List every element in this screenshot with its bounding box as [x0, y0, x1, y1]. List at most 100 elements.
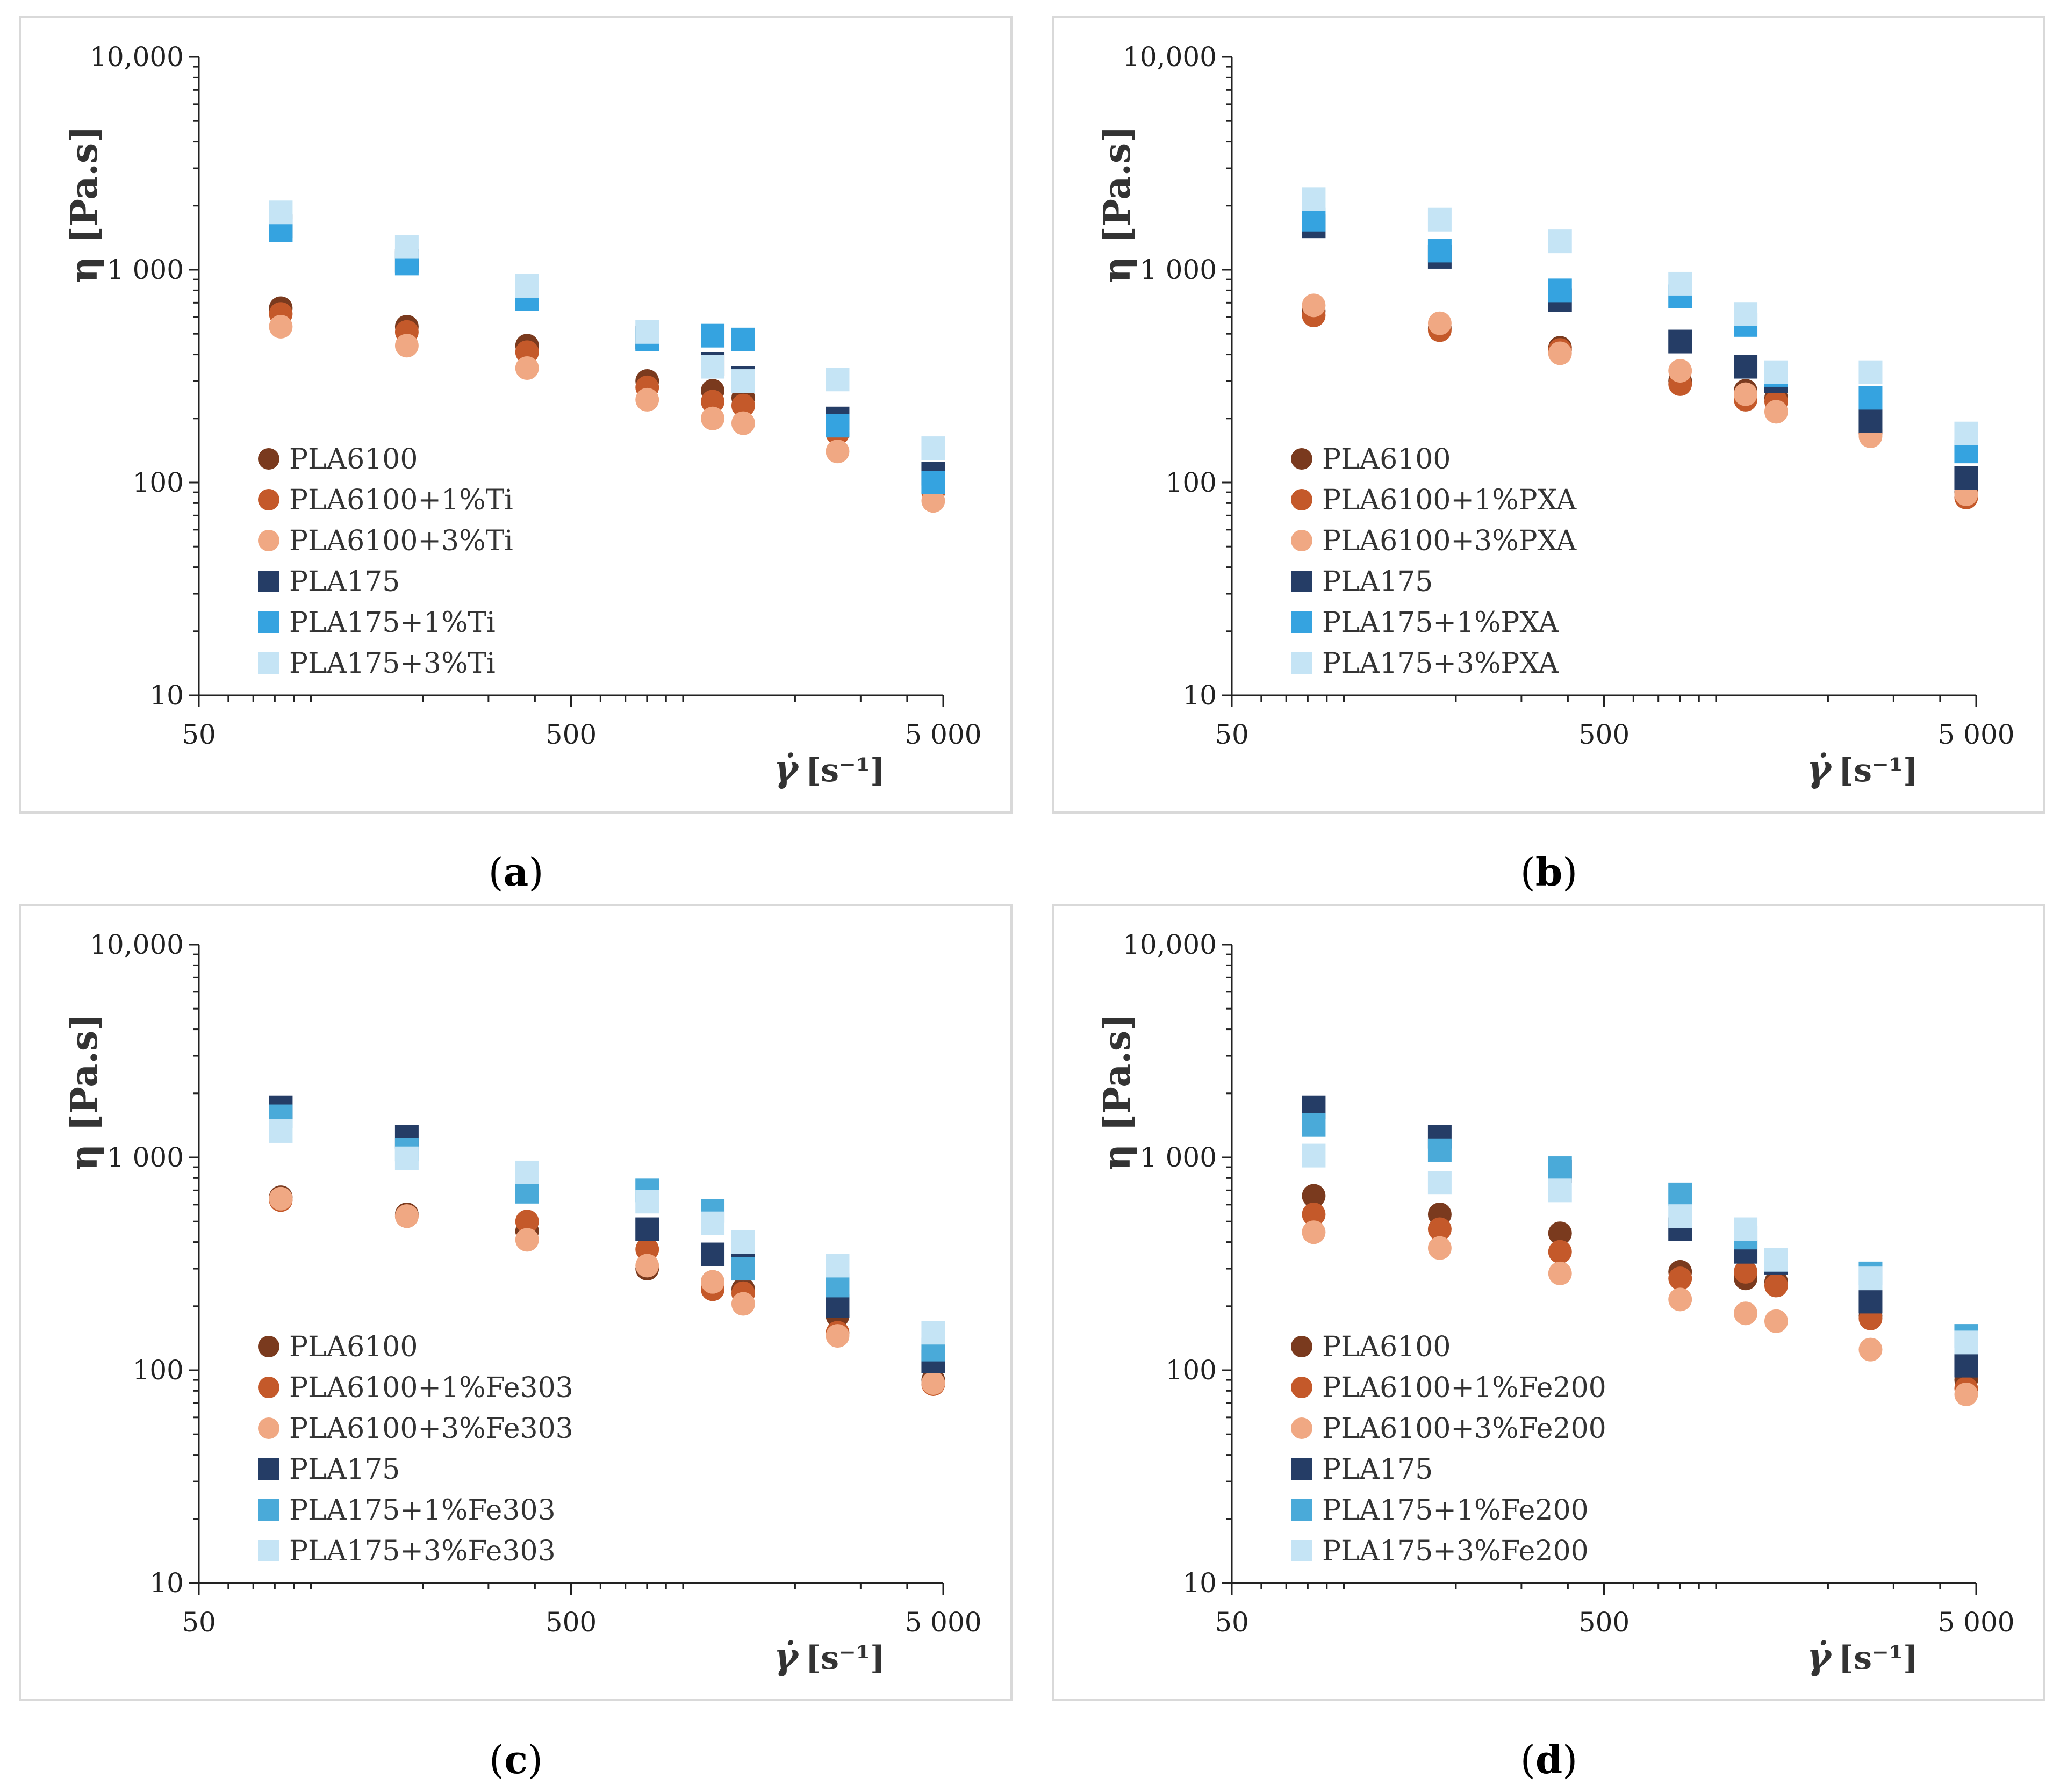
y-tick-label: 1 000 — [107, 1142, 184, 1173]
legend-label: PLA6100 — [289, 1331, 418, 1363]
chart-panel-b: 10 100 1 000 10,000 50 500 5 000 η [Pa.s] γ̇ [s⁻¹… — [1052, 16, 2045, 814]
data-point-PLA175+3%Fe303 — [701, 1211, 725, 1235]
legend-marker — [1291, 530, 1312, 551]
data-point-PLA6100+3%Fe200 — [1954, 1382, 1978, 1406]
y-axis-label: η [Pa.s] — [63, 126, 106, 283]
data-point-PLA6100+3%PXA — [1427, 311, 1452, 335]
data-point-PLA6100+3%Ti — [921, 489, 945, 513]
data-point-PLA6100+3%Fe303 — [921, 1371, 945, 1395]
chart-svg-b: 10 100 1 000 10,000 50 500 5 000 η [Pa.s] γ̇ [s⁻¹… — [1096, 41, 2015, 790]
data-point-PLA175+3%Fe200 — [1764, 1248, 1788, 1272]
x-tick-label: 500 — [1578, 1607, 1630, 1638]
legend-label: PLA6100+3%Fe200 — [1322, 1413, 1606, 1445]
legend-marker — [1291, 1336, 1312, 1357]
data-point-PLA175+3%PXA — [1548, 229, 1572, 254]
legend-marker — [1291, 1540, 1312, 1561]
y-axis-label: η [Pa.s] — [1096, 126, 1139, 283]
legend-label: PLA6100 — [1322, 1331, 1451, 1363]
data-point-PLA175+3%Fe303 — [731, 1230, 755, 1254]
data-point-PLA6100+1%Fe303 — [635, 1237, 659, 1261]
legend-marker — [1291, 489, 1312, 510]
chart-svg-d: 10 100 1 000 10,000 50 500 5 000 η [Pa.s] γ̇ [s⁻¹… — [1096, 929, 2015, 1678]
legend-marker — [258, 1377, 279, 1398]
data-point-PLA175+3%PXA — [1764, 360, 1788, 384]
legend-marker — [1291, 1499, 1312, 1521]
data-point-PLA6100+3%PXA — [1548, 341, 1572, 365]
data-point-PLA175+3%Ti — [701, 355, 725, 379]
legend-label: PLA6100 — [1322, 443, 1451, 476]
data-point-PLA175 — [1858, 409, 1883, 433]
chart-panel-a: 10 100 1 000 10,000 50 500 5 000 η [Pa.s] γ̇ [s⁻¹… — [19, 16, 1013, 814]
data-point-PLA6100+3%Ti — [269, 314, 293, 339]
data-point-PLA6100+3%PXA — [1734, 382, 1758, 406]
data-point-PLA6100+1%Ti — [701, 390, 725, 414]
data-point-PLA6100+1%Fe200 — [1668, 1266, 1692, 1291]
data-point-PLA6100+3%Fe303 — [635, 1254, 659, 1278]
x-axis-label: γ̇ [s⁻¹] — [1807, 747, 1918, 790]
data-point-PLA6100+3%Fe303 — [731, 1292, 755, 1316]
legend-marker — [1291, 611, 1312, 633]
legend-label: PLA175+1%Ti — [289, 607, 496, 639]
data-point-PLA6100+1%Fe303 — [515, 1210, 539, 1234]
legend-label: PLA175+3%Fe200 — [1322, 1535, 1589, 1567]
data-point-PLA175+3%PXA — [1302, 187, 1326, 211]
chart-panel-d: 10 100 1 000 10,000 50 500 5 000 η [Pa.s] γ̇ [s⁻¹… — [1052, 904, 2045, 1701]
data-point-PLA175+1%Ti — [921, 471, 945, 494]
data-point-PLA175+3%Fe303 — [921, 1321, 945, 1345]
data-point-PLA6100+3%Ti — [826, 440, 850, 464]
data-point-PLA6100+3%Fe200 — [1427, 1236, 1452, 1260]
x-axis-unit: [s⁻¹] — [1839, 752, 1919, 789]
data-point-PLA175+3%Ti — [731, 369, 755, 393]
x-axis-symbol: γ̇ — [774, 747, 800, 790]
data-point-PLA6100+1%Fe200 — [1764, 1273, 1788, 1298]
x-axis-label: γ̇ [s⁻¹] — [1807, 1635, 1918, 1678]
x-tick-label: 500 — [545, 1607, 597, 1638]
data-point-PLA6100+3%Fe200 — [1858, 1337, 1883, 1362]
data-point-PLA6100+3%Fe200 — [1302, 1220, 1326, 1244]
data-point-PLA175+3%Ti — [826, 368, 850, 392]
x-tick-label: 50 — [1215, 719, 1249, 750]
data-point-PLA6100+3%Ti — [731, 411, 755, 435]
legend-label: PLA175 — [289, 1453, 400, 1486]
legend-label: PLA6100+3%PXA — [1322, 525, 1577, 557]
y-tick-label: 10 — [149, 1567, 184, 1599]
data-point-PLA175+1%Fe200 — [1668, 1182, 1692, 1206]
chart-panel-c: 10 100 1 000 10,000 50 500 5 000 η [Pa.s] γ̇ [s⁻¹… — [19, 904, 1013, 1701]
data-point-PLA6100+1%Fe200 — [1548, 1240, 1572, 1264]
legend-label: PLA175+3%Fe303 — [289, 1535, 556, 1567]
legend-marker — [258, 1540, 279, 1561]
legend-label: PLA6100+1%Fe200 — [1322, 1372, 1606, 1404]
y-tick-label: 100 — [133, 1355, 184, 1386]
x-axis-unit: [s⁻¹] — [1839, 1639, 1919, 1677]
data-point-PLA175+3%Fe303 — [826, 1254, 850, 1278]
data-point-PLA175+3%PXA — [1427, 207, 1452, 232]
data-point-PLA175+1%Ti — [731, 327, 755, 351]
data-point-PLA175 — [635, 1217, 659, 1241]
data-point-PLA6100+3%Fe200 — [1734, 1301, 1758, 1326]
data-point-PLA175+1%Ti — [826, 414, 850, 438]
data-point-PLA6100+1%Ti — [731, 393, 755, 418]
y-tick-label: 10,000 — [1123, 41, 1217, 73]
x-tick-label: 50 — [182, 1607, 216, 1638]
data-point-PLA175+3%Ti — [269, 200, 293, 225]
legend-label: PLA6100+1%Fe303 — [289, 1372, 573, 1404]
data-point-PLA175 — [701, 1242, 725, 1266]
data-point-PLA6100+3%Ti — [701, 406, 725, 430]
data-point-PLA6100+1%Fe200 — [1302, 1202, 1326, 1226]
data-point-PLA175+3%Fe200 — [1734, 1217, 1758, 1241]
y-tick-label: 10 — [1182, 680, 1217, 711]
data-point-PLA6100+3%Ti — [635, 387, 659, 412]
data-point-PLA6100+3%Fe200 — [1548, 1261, 1572, 1285]
data-point-PLA175 — [1668, 329, 1692, 354]
data-point-PLA6100+3%Fe200 — [1764, 1309, 1788, 1333]
x-tick-label: 5 000 — [1937, 1607, 2014, 1638]
y-tick-label: 10,000 — [90, 929, 184, 960]
data-point-PLA175+3%Ti — [394, 235, 419, 259]
data-point-PLA6100+3%Fe303 — [515, 1228, 539, 1252]
data-point-PLA175+3%PXA — [1668, 271, 1692, 296]
chart-svg-c: 10 100 1 000 10,000 50 500 5 000 η [Pa.s] γ̇ [s⁻¹… — [63, 929, 982, 1678]
chart-svg-a: 10 100 1 000 10,000 50 500 5 000 η [Pa.s] γ̇ [s⁻¹… — [63, 41, 982, 790]
data-point-PLA175+1%PXA — [1302, 207, 1326, 232]
data-point-PLA175+1%Fe303 — [731, 1257, 755, 1281]
data-point-PLA6100+3%PXA — [1764, 400, 1788, 424]
